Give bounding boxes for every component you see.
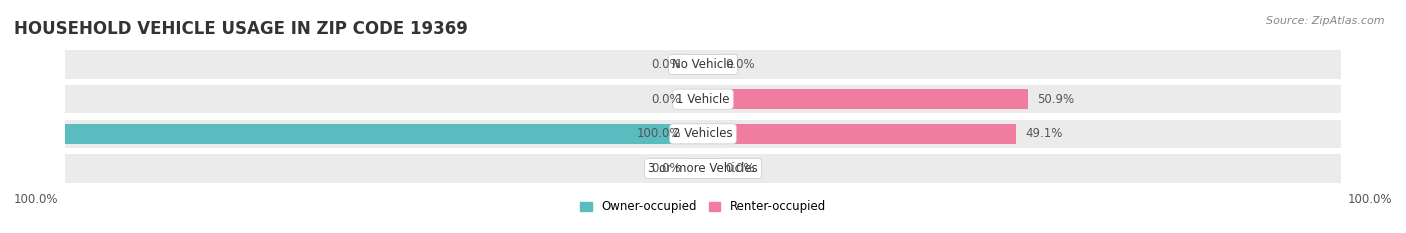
Bar [65, 124, 703, 144]
Text: 0.0%: 0.0% [651, 162, 681, 175]
Bar [65, 154, 1341, 183]
Bar [65, 50, 1341, 79]
Bar [690, 158, 703, 178]
Text: 0.0%: 0.0% [725, 162, 755, 175]
Bar [690, 55, 703, 75]
Text: 100.0%: 100.0% [636, 127, 681, 140]
Legend: Owner-occupied, Renter-occupied: Owner-occupied, Renter-occupied [575, 195, 831, 218]
Bar [703, 158, 716, 178]
Bar [703, 124, 1017, 144]
Text: 0.0%: 0.0% [725, 58, 755, 71]
Text: 50.9%: 50.9% [1038, 93, 1074, 106]
Bar [65, 85, 1341, 113]
Text: 100.0%: 100.0% [14, 193, 59, 206]
Text: 0.0%: 0.0% [651, 93, 681, 106]
Bar [703, 89, 1028, 109]
Text: 1 Vehicle: 1 Vehicle [676, 93, 730, 106]
Text: Source: ZipAtlas.com: Source: ZipAtlas.com [1267, 16, 1385, 26]
Text: 0.0%: 0.0% [651, 58, 681, 71]
Text: 100.0%: 100.0% [1347, 193, 1392, 206]
Bar [65, 120, 1341, 148]
Text: 2 Vehicles: 2 Vehicles [673, 127, 733, 140]
Text: No Vehicle: No Vehicle [672, 58, 734, 71]
Bar [690, 89, 703, 109]
Text: HOUSEHOLD VEHICLE USAGE IN ZIP CODE 19369: HOUSEHOLD VEHICLE USAGE IN ZIP CODE 1936… [14, 21, 468, 38]
Text: 3 or more Vehicles: 3 or more Vehicles [648, 162, 758, 175]
Text: 49.1%: 49.1% [1026, 127, 1063, 140]
Bar [703, 55, 716, 75]
